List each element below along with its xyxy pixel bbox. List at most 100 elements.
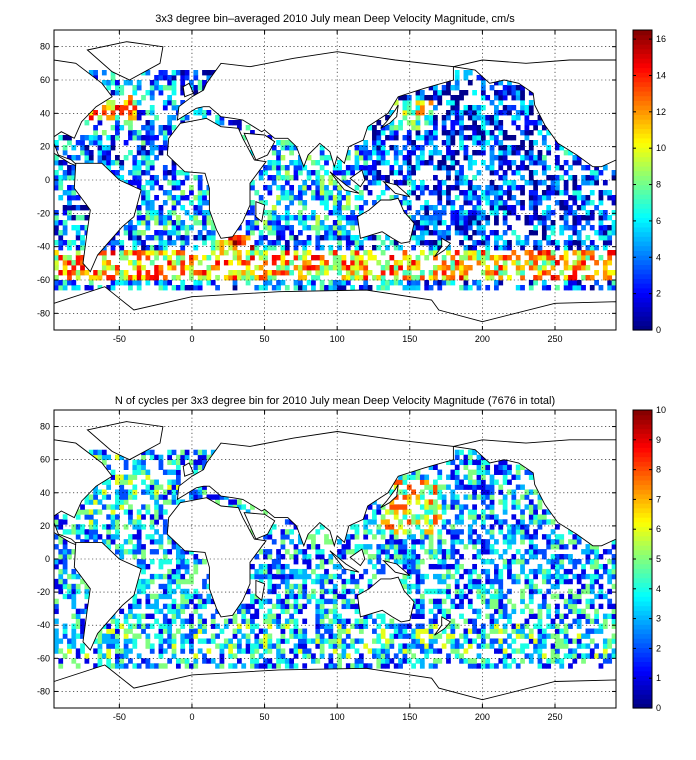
data-cell — [158, 504, 164, 510]
data-cell — [332, 633, 338, 639]
data-cell — [533, 554, 538, 560]
data-cell — [175, 603, 181, 610]
data-cell — [75, 215, 81, 221]
data-cell — [358, 544, 364, 550]
data-cell — [54, 180, 59, 186]
data-cell — [406, 559, 412, 565]
data-cell — [319, 265, 325, 271]
data-cell — [119, 479, 125, 485]
data-cell — [167, 573, 173, 580]
data-cell — [128, 95, 133, 101]
data-cell — [315, 185, 321, 191]
data-cell — [467, 534, 473, 540]
data-cell — [350, 578, 356, 585]
data-cell — [324, 215, 329, 221]
data-cell — [528, 100, 534, 106]
data-cell — [498, 175, 504, 181]
data-cell — [581, 563, 586, 570]
colorbar-segment — [633, 521, 652, 528]
data-cell — [358, 260, 364, 266]
data-cell — [210, 265, 216, 271]
colorbar-segment — [633, 675, 652, 681]
data-cell — [250, 598, 255, 605]
data-cell — [175, 185, 181, 191]
data-cell — [206, 190, 212, 196]
data-cell — [119, 663, 125, 669]
data-cell — [393, 125, 399, 131]
data-cell — [180, 220, 186, 226]
data-cell — [302, 583, 308, 590]
data-cell — [114, 524, 120, 530]
data-cell — [376, 285, 382, 291]
y-tick-label: -40 — [37, 620, 50, 630]
data-cell — [494, 230, 499, 236]
data-cell — [197, 235, 203, 241]
data-cell — [515, 215, 521, 221]
data-cell — [145, 593, 151, 600]
colorbar-segment — [633, 447, 652, 453]
data-cell — [393, 170, 399, 176]
data-cell — [472, 250, 477, 256]
colorbar-segment — [633, 301, 652, 308]
data-cell — [350, 220, 356, 226]
data-cell — [67, 529, 72, 535]
y-tick-label: -40 — [37, 242, 50, 252]
data-cell — [594, 563, 599, 570]
data-cell — [546, 509, 552, 515]
data-cell — [149, 489, 155, 495]
data-cell — [71, 225, 77, 231]
data-cell — [54, 608, 59, 615]
data-cell — [254, 265, 260, 271]
data-cell — [114, 240, 120, 246]
data-cell — [297, 608, 303, 615]
data-cell — [502, 180, 508, 186]
data-cell — [611, 653, 617, 659]
data-cell — [241, 235, 247, 241]
data-cell — [428, 464, 434, 470]
data-cell — [158, 90, 164, 96]
data-cell — [119, 544, 125, 550]
data-cell — [581, 260, 586, 266]
data-cell — [232, 618, 238, 624]
data-cell — [101, 260, 107, 266]
data-cell — [62, 285, 68, 291]
data-cell — [132, 519, 138, 525]
data-cell — [515, 559, 521, 565]
data-cell — [428, 539, 434, 545]
data-cell — [602, 225, 608, 231]
colorbar-segment — [633, 638, 652, 644]
data-cell — [158, 643, 164, 649]
data-cell — [180, 280, 186, 286]
data-cell — [533, 195, 538, 201]
data-cell — [406, 563, 412, 570]
data-cell — [93, 130, 98, 136]
data-cell — [297, 628, 303, 634]
data-cell — [533, 514, 538, 520]
data-cell — [437, 190, 443, 196]
data-cell — [88, 514, 94, 520]
data-cell — [367, 529, 373, 535]
data-cell — [332, 235, 338, 241]
data-cell — [494, 195, 499, 201]
data-cell — [128, 613, 133, 619]
data-cell — [62, 135, 68, 141]
data-cell — [555, 155, 560, 161]
data-cell — [189, 80, 194, 86]
data-cell — [54, 225, 59, 231]
data-cell — [576, 285, 582, 291]
data-cell — [119, 280, 125, 286]
data-cell — [180, 265, 186, 271]
data-cell — [563, 240, 569, 246]
data-cell — [537, 160, 543, 166]
data-cell — [550, 225, 556, 231]
data-cell — [415, 519, 421, 525]
data-cell — [563, 150, 569, 156]
data-cell — [171, 459, 177, 466]
data-cell — [498, 185, 504, 191]
data-cell — [393, 628, 399, 634]
data-cell — [494, 464, 499, 470]
data-cell — [528, 180, 534, 186]
data-cell — [607, 235, 613, 241]
data-cell — [454, 110, 460, 116]
